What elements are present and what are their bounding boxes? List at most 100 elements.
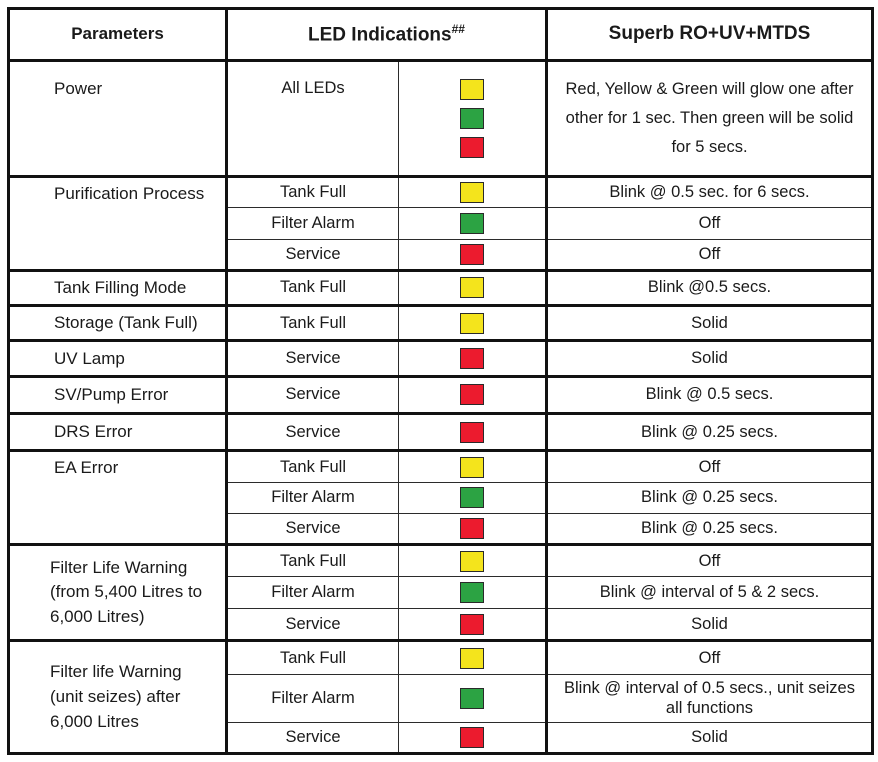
led-name-cell: Filter Alarm — [226, 207, 399, 240]
parameter-cell: Power — [8, 58, 228, 177]
led-swatch-cell — [398, 542, 548, 577]
parameter-cell: EA Error — [8, 449, 228, 545]
behavior-cell: Blink @ 0.25 secs. — [546, 512, 873, 545]
led-name-cell: Tank Full — [226, 175, 399, 208]
led-name-cell: Service — [226, 512, 399, 545]
table-row: Filter Alarm Off — [9, 207, 873, 240]
led-indicator-icon — [460, 517, 484, 539]
behavior-cell: Blink @ 0.25 secs. — [546, 481, 873, 514]
led-indicator-icon — [460, 582, 484, 604]
led-stack — [405, 75, 539, 162]
led-indicator-icon — [460, 79, 484, 101]
led-swatch-cell — [398, 608, 548, 641]
parameter-cell: Filter Life Warning (from 5,400 Litres t… — [8, 542, 228, 641]
table-row: Filter Life Warning (from 5,400 Litres t… — [8, 542, 873, 641]
led-indicator-icon — [460, 456, 484, 478]
led-name-cell: Tank Full — [226, 542, 399, 577]
table-row: Purification Process Tank Full Blink @ 0… — [8, 175, 873, 271]
led-swatch-cell — [398, 721, 548, 754]
behavior-cell: Blink @ 0.25 secs. — [546, 412, 873, 451]
table-header-row: Parameters LED Indications## Superb RO+U… — [8, 8, 873, 62]
col-header-product: Superb RO+UV+MTDS — [546, 8, 873, 62]
behavior-cell: Blink @ interval of 0.5 secs., unit seiz… — [546, 673, 873, 723]
behavior-cell: Off — [546, 639, 873, 675]
parameter-cell: Purification Process — [8, 175, 228, 271]
behavior-cell: Solid — [546, 339, 873, 377]
col-header-parameters: Parameters — [8, 8, 228, 62]
table-row: SV/Pump Error Service Blink @ 0.5 secs. — [8, 374, 873, 414]
led-swatch-cell — [398, 238, 548, 271]
table-row: Storage (Tank Full) Tank Full Solid — [8, 304, 873, 341]
led-swatch-cell — [398, 481, 548, 514]
led-indicator-icon — [460, 487, 484, 509]
led-name-cell: Filter Alarm — [226, 673, 399, 723]
behavior-cell: Red, Yellow & Green will glow one after … — [546, 58, 873, 177]
led-indicator-icon — [460, 243, 484, 265]
led-swatch-cell — [398, 339, 548, 377]
led-indicator-icon — [460, 182, 484, 204]
led-name-cell: Service — [226, 374, 399, 414]
led-indicator-icon — [460, 348, 484, 369]
led-name-cell: Tank Full — [226, 268, 399, 306]
led-swatch-cell — [398, 207, 548, 240]
led-swatch-cell — [398, 268, 548, 306]
led-name-cell: Service — [226, 608, 399, 641]
led-indicator-icon — [460, 312, 484, 334]
led-indicator-icon — [460, 613, 484, 635]
behavior-cell: Solid — [546, 721, 873, 754]
led-name-cell: Tank Full — [226, 639, 399, 675]
led-indicator-icon — [460, 550, 484, 572]
table-row: EA Error Tank Full Off — [8, 449, 873, 545]
behavior-cell: Off — [546, 207, 873, 240]
led-indicator-icon — [460, 212, 484, 234]
table-row: Service Solid — [9, 721, 873, 754]
table-row: Filter life Warning (unit seizes) after … — [8, 639, 873, 754]
led-name-cell: Filter Alarm — [226, 576, 399, 609]
led-swatch-cell — [398, 58, 548, 177]
led-name-cell: Service — [226, 412, 399, 451]
led-name-cell: Tank Full — [226, 449, 399, 483]
led-name-cell: Filter Alarm — [226, 481, 399, 514]
behavior-cell: Solid — [546, 608, 873, 641]
behavior-cell: Off — [546, 542, 873, 577]
led-name-cell: Service — [226, 238, 399, 271]
led-swatch-cell — [398, 449, 548, 483]
table-row: Filter Alarm Blink @ interval of 0.5 sec… — [9, 673, 873, 723]
behavior-cell: Off — [546, 449, 873, 483]
behavior-cell: Blink @ interval of 5 & 2 secs. — [546, 576, 873, 609]
led-name-cell: Service — [226, 339, 399, 377]
led-swatch-cell — [398, 576, 548, 609]
table-row: Service Blink @ 0.25 secs. — [9, 512, 873, 545]
led-swatch-cell — [398, 639, 548, 675]
led-indicator-icon — [460, 726, 484, 748]
led-swatch-cell — [398, 412, 548, 451]
parameter-cell: SV/Pump Error — [8, 374, 228, 414]
led-indicator-icon — [460, 687, 484, 709]
table-row: Filter Alarm Blink @ 0.25 secs. — [9, 481, 873, 514]
parameter-cell: DRS Error — [8, 412, 228, 451]
behavior-cell: Off — [546, 238, 873, 271]
table-row: Service Solid — [9, 608, 873, 641]
led-indicator-icon — [460, 647, 484, 669]
led-name-cell: Service — [226, 721, 399, 754]
led-swatch-cell — [398, 304, 548, 341]
behavior-cell: Solid — [546, 304, 873, 341]
table-row: Filter Alarm Blink @ interval of 5 & 2 s… — [9, 576, 873, 609]
parameter-cell: UV Lamp — [8, 339, 228, 377]
led-swatch-cell — [398, 512, 548, 545]
led-indicator-icon — [460, 137, 484, 159]
table-row: Tank Filling Mode Tank Full Blink @0.5 s… — [8, 268, 873, 306]
led-name-cell: Tank Full — [226, 304, 399, 341]
led-indication-table: Parameters LED Indications## Superb RO+U… — [7, 7, 874, 755]
table-row: Power All LEDs Red, Yellow & Green will … — [8, 58, 873, 177]
table-row: Service Off — [9, 238, 873, 271]
led-indicator-icon — [460, 108, 484, 130]
parameter-cell: Tank Filling Mode — [8, 268, 228, 306]
led-indicator-icon — [460, 421, 484, 443]
behavior-cell: Blink @ 0.5 secs. — [546, 374, 873, 414]
parameter-cell: Storage (Tank Full) — [8, 304, 228, 341]
led-indications-footnote-mark: ## — [451, 22, 465, 37]
led-name-cell: All LEDs — [226, 58, 399, 177]
led-swatch-cell — [398, 673, 548, 723]
